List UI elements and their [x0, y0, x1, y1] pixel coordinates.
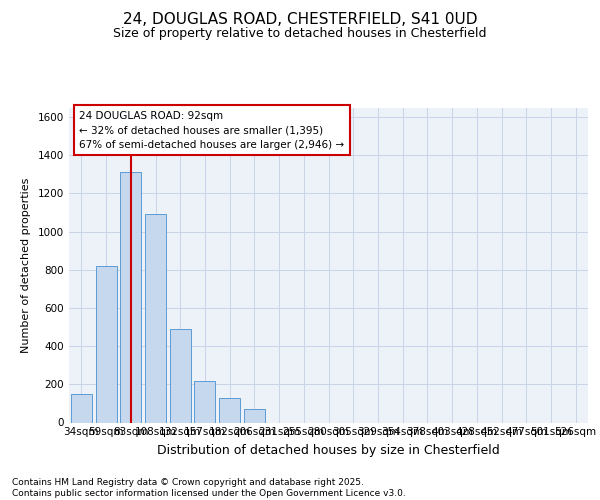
Text: 24, DOUGLAS ROAD, CHESTERFIELD, S41 0UD: 24, DOUGLAS ROAD, CHESTERFIELD, S41 0UD	[123, 12, 477, 28]
Bar	[95, 266, 116, 422]
Y-axis label: Number of detached properties: Number of detached properties	[21, 178, 31, 352]
Bar	[120, 172, 141, 422]
Bar	[219, 398, 240, 422]
Text: Contains HM Land Registry data © Crown copyright and database right 2025.
Contai: Contains HM Land Registry data © Crown c…	[12, 478, 406, 498]
Text: Size of property relative to detached houses in Chesterfield: Size of property relative to detached ho…	[113, 28, 487, 40]
Bar	[71, 394, 92, 422]
Text: 24 DOUGLAS ROAD: 92sqm
← 32% of detached houses are smaller (1,395)
67% of semi-: 24 DOUGLAS ROAD: 92sqm ← 32% of detached…	[79, 110, 344, 150]
Bar	[145, 214, 166, 422]
Bar	[170, 329, 191, 422]
X-axis label: Distribution of detached houses by size in Chesterfield: Distribution of detached houses by size …	[157, 444, 500, 458]
Bar	[244, 409, 265, 422]
Bar	[194, 380, 215, 422]
